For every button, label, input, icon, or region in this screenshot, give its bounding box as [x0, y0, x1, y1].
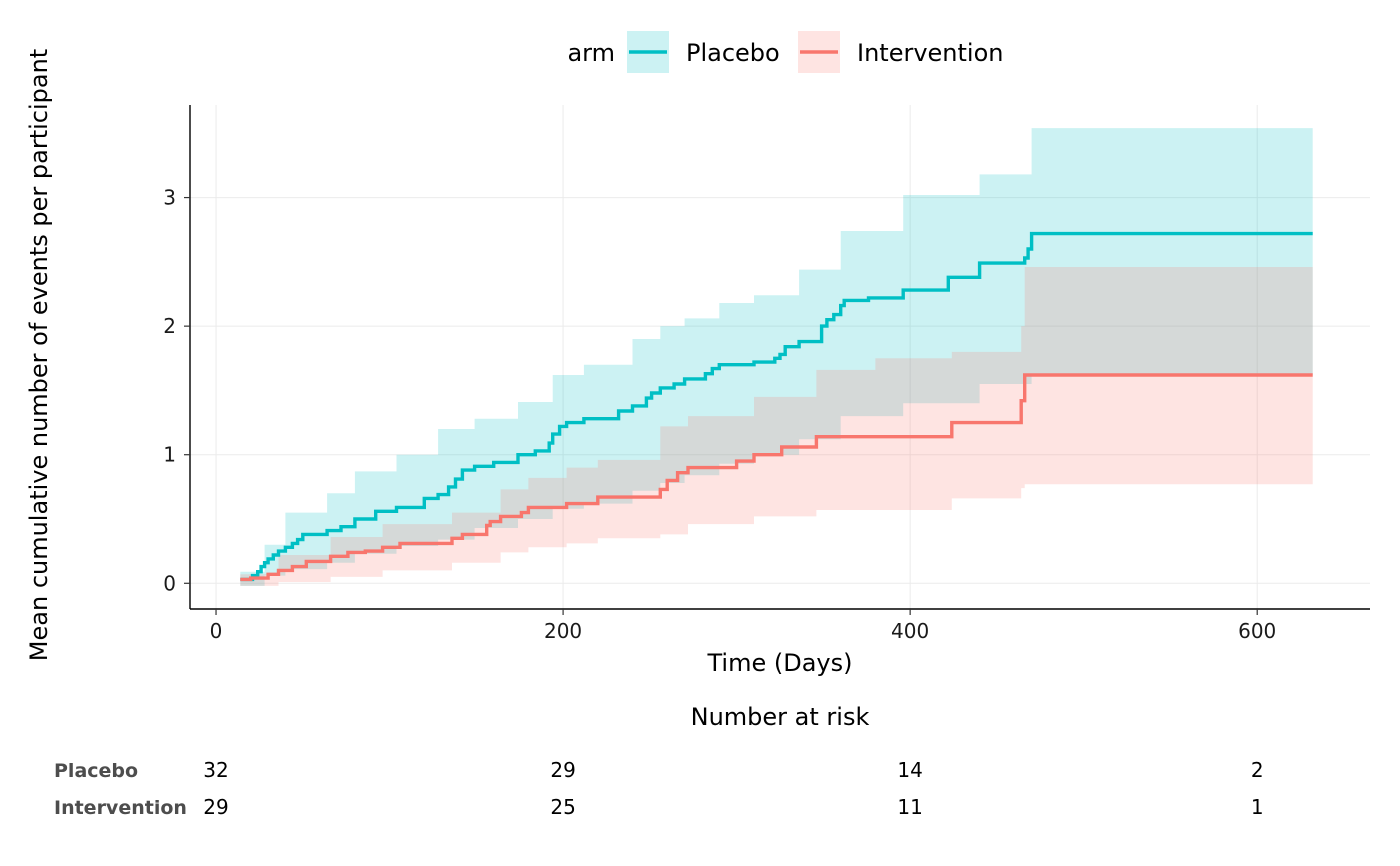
legend-label-placebo: Placebo [686, 39, 780, 67]
risk-count: 25 [550, 795, 575, 819]
series-line-placebo [240, 231, 1313, 582]
risk-count: 14 [897, 758, 922, 782]
axes [189, 105, 1370, 610]
x-axis-title: Time (Days) [707, 649, 853, 677]
y-tick-label: 0 [163, 571, 176, 595]
tick-labels: 0 200 400 600 0 1 2 3 [163, 186, 1276, 643]
risk-count: 29 [550, 758, 575, 782]
risk-table: Number at risk Placebo 32 29 14 2 Interventio… [54, 703, 1264, 819]
y-axis-title: Mean cumulative number of events per par… [25, 49, 53, 661]
series-line-intervention [240, 373, 1313, 582]
risk-count: 2 [1251, 758, 1264, 782]
risk-count: 11 [897, 795, 922, 819]
x-tick-label: 400 [891, 619, 929, 643]
risk-count: 29 [203, 795, 228, 819]
legend-title: arm [567, 39, 615, 67]
y-tick-label: 1 [163, 443, 176, 467]
y-tick-label: 2 [163, 314, 176, 338]
risk-count: 1 [1251, 795, 1264, 819]
risk-strata-label: Intervention [54, 797, 187, 819]
x-tick-label: 600 [1238, 619, 1276, 643]
ci-band-intervention [240, 267, 1313, 586]
x-tick-label: 200 [544, 619, 582, 643]
x-tick-label: 0 [210, 619, 223, 643]
legend: arm Placebo Intervention [567, 31, 1003, 73]
risk-table-title: Number at risk [691, 703, 870, 731]
legend-label-intervention: Intervention [857, 39, 1003, 67]
risk-strata-label: Placebo [54, 760, 138, 782]
series-lines [240, 231, 1313, 582]
y-tick-label: 3 [163, 186, 176, 210]
risk-count: 32 [203, 758, 228, 782]
